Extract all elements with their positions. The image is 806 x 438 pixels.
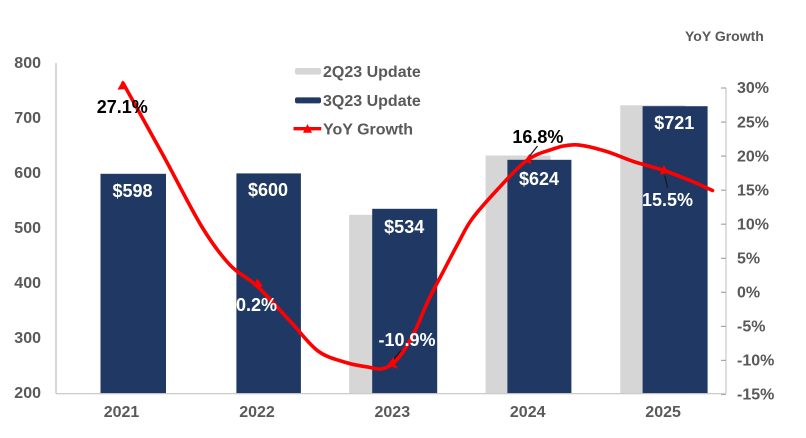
svg-text:YoY Growth: YoY Growth — [685, 28, 764, 44]
svg-text:$598: $598 — [112, 181, 152, 201]
svg-text:400: 400 — [14, 275, 41, 292]
svg-text:$721: $721 — [654, 113, 694, 133]
svg-text:200: 200 — [14, 385, 41, 402]
svg-text:500: 500 — [14, 220, 41, 237]
svg-text:27.1%: 27.1% — [97, 97, 148, 117]
svg-text:16.8%: 16.8% — [512, 127, 563, 147]
svg-text:YoY Growth: YoY Growth — [323, 122, 413, 139]
svg-text:30%: 30% — [737, 80, 769, 97]
svg-text:$534: $534 — [384, 217, 424, 237]
svg-text:2Q23 Update: 2Q23 Update — [323, 64, 421, 81]
svg-text:300: 300 — [14, 330, 41, 347]
svg-text:15%: 15% — [737, 182, 769, 199]
svg-text:20%: 20% — [737, 148, 769, 165]
svg-text:$624: $624 — [519, 169, 559, 189]
svg-text:2025: 2025 — [645, 404, 681, 421]
svg-text:3Q23 Update: 3Q23 Update — [323, 93, 421, 110]
svg-text:0%: 0% — [737, 285, 760, 302]
svg-text:15.5%: 15.5% — [642, 190, 693, 210]
svg-text:$600: $600 — [248, 180, 288, 200]
svg-text:2023: 2023 — [375, 404, 411, 421]
svg-text:700: 700 — [14, 110, 41, 127]
svg-text:-5%: -5% — [737, 319, 765, 336]
svg-text:2021: 2021 — [104, 404, 140, 421]
svg-text:25%: 25% — [737, 114, 769, 131]
svg-text:2022: 2022 — [239, 404, 275, 421]
svg-text:0.2%: 0.2% — [236, 295, 277, 315]
svg-text:2024: 2024 — [510, 404, 546, 421]
svg-text:5%: 5% — [737, 251, 760, 268]
svg-text:-10%: -10% — [737, 353, 774, 370]
svg-text:800: 800 — [14, 55, 41, 72]
svg-text:-10.9%: -10.9% — [378, 330, 435, 350]
svg-text:600: 600 — [14, 165, 41, 182]
svg-text:-15%: -15% — [737, 387, 774, 404]
svg-text:10%: 10% — [737, 216, 769, 233]
